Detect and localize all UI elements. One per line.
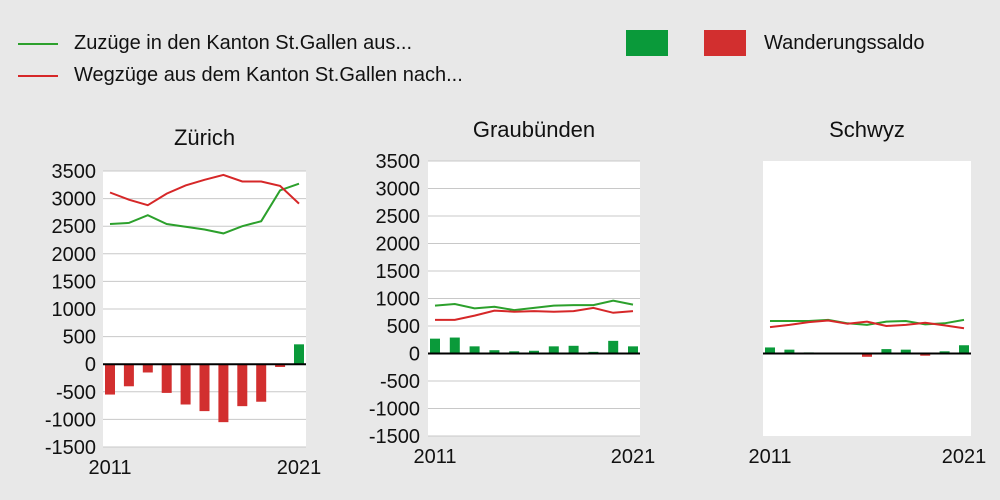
bar-saldo-z-rich	[256, 364, 267, 402]
bar-saldo-schwyz	[881, 349, 892, 354]
line-zuzuege-z-rich	[109, 182, 300, 235]
line-wegzuege-schwyz	[769, 319, 965, 330]
legend-line-wegzuege	[18, 74, 58, 77]
y-tick-label-graub-nden: 3500	[376, 151, 421, 173]
bar-saldo-graub-nden	[568, 345, 579, 354]
y-tick-label-z-rich: 0	[85, 354, 96, 376]
bar-saldo-schwyz	[765, 347, 775, 354]
bar-saldo-schwyz	[920, 353, 931, 356]
y-tick-label-z-rich: 2000	[52, 244, 97, 266]
bar-saldo-z-rich	[237, 364, 248, 407]
bar-saldo-z-rich	[142, 364, 153, 373]
y-tick-label-z-rich: -1500	[45, 437, 96, 459]
bar-saldo-z-rich	[123, 364, 134, 387]
bar-saldo-z-rich	[161, 364, 172, 393]
bar-saldo-z-rich	[105, 364, 115, 395]
x-tick-label-schwyz: 2011	[748, 446, 791, 468]
bar-saldo-graub-nden	[469, 346, 480, 354]
x-tick-label-graub-nden: 2011	[413, 446, 456, 468]
y-tick-label-z-rich: 3500	[52, 161, 97, 183]
y-tick-label-z-rich: -1000	[45, 409, 96, 431]
legend-item-wegzuege: Wegzüge aus dem Kanton St.Gallen nach...	[18, 64, 463, 87]
y-tick-label-graub-nden: -1500	[369, 426, 420, 448]
legend-item-zuzuege: Zuzüge in den Kanton St.Gallen aus...	[18, 32, 412, 55]
bar-saldo-z-rich	[275, 364, 286, 367]
legend-line-zuzuege	[18, 42, 58, 45]
legend-swatch-saldo-positive	[626, 30, 668, 56]
x-tick-label-schwyz: 2021	[942, 446, 987, 468]
bar-saldo-graub-nden	[529, 350, 539, 354]
bar-saldo-schwyz	[959, 345, 969, 354]
chart-title-schwyz: Schwyz	[829, 117, 905, 142]
y-tick-label-graub-nden: 1500	[376, 261, 421, 283]
legend: Zuzüge in den Kanton St.Gallen aus... We…	[0, 0, 1000, 100]
y-tick-label-graub-nden: 500	[387, 316, 420, 338]
bar-saldo-graub-nden	[548, 346, 559, 354]
legend-label-wegzuege: Wegzüge aus dem Kanton St.Gallen nach...	[74, 64, 463, 86]
y-tick-label-graub-nden: -1000	[369, 399, 420, 421]
bar-saldo-graub-nden	[509, 351, 520, 354]
bar-saldo-z-rich	[294, 344, 304, 365]
bar-saldo-z-rich	[180, 364, 191, 405]
y-tick-label-z-rich: 500	[63, 327, 96, 349]
bar-saldo-graub-nden	[489, 350, 500, 354]
bar-saldo-z-rich	[199, 364, 210, 412]
line-zuzuege-graub-nden	[434, 299, 634, 312]
legend-label-zuzuege: Zuzüge in den Kanton St.Gallen aus...	[74, 32, 412, 54]
y-tick-label-graub-nden: -500	[380, 371, 420, 393]
y-tick-label-z-rich: -500	[56, 382, 96, 404]
bar-saldo-z-rich	[218, 364, 229, 423]
bar-saldo-schwyz	[862, 353, 872, 357]
y-tick-label-z-rich: 2500	[52, 216, 97, 238]
plot-area-schwyz	[763, 161, 971, 436]
y-tick-label-graub-nden: 0	[409, 344, 420, 366]
bar-saldo-graub-nden	[608, 340, 619, 354]
x-tick-label-z-rich: 2021	[277, 457, 322, 479]
x-tick-label-z-rich: 2011	[88, 457, 131, 479]
bar-saldo-schwyz	[784, 349, 795, 354]
bar-saldo-graub-nden	[628, 346, 638, 354]
bar-saldo-graub-nden	[430, 338, 440, 354]
y-tick-label-graub-nden: 3000	[376, 179, 421, 201]
x-tick-label-graub-nden: 2021	[611, 446, 656, 468]
line-wegzuege-graub-nden	[435, 306, 634, 321]
bar-saldo-schwyz	[900, 349, 911, 354]
legend-item-saldo: Wanderungssaldo	[626, 30, 924, 56]
bar-saldo-graub-nden	[449, 337, 460, 354]
y-tick-label-z-rich: 3000	[52, 189, 97, 211]
legend-label-saldo: Wanderungssaldo	[764, 31, 925, 54]
bar-saldo-schwyz	[939, 351, 950, 354]
legend-swatch-saldo-negative	[704, 30, 746, 56]
y-tick-label-graub-nden: 1000	[376, 289, 421, 311]
chart-title-graub-nden: Graubünden	[473, 117, 595, 142]
y-tick-label-z-rich: 1000	[52, 299, 97, 321]
y-tick-label-graub-nden: 2500	[376, 206, 421, 228]
line-wegzuege-z-rich	[109, 173, 300, 207]
y-tick-label-graub-nden: 2000	[376, 234, 421, 256]
y-tick-label-z-rich: 1500	[52, 271, 97, 293]
chart-title-z-rich: Zürich	[174, 125, 235, 150]
